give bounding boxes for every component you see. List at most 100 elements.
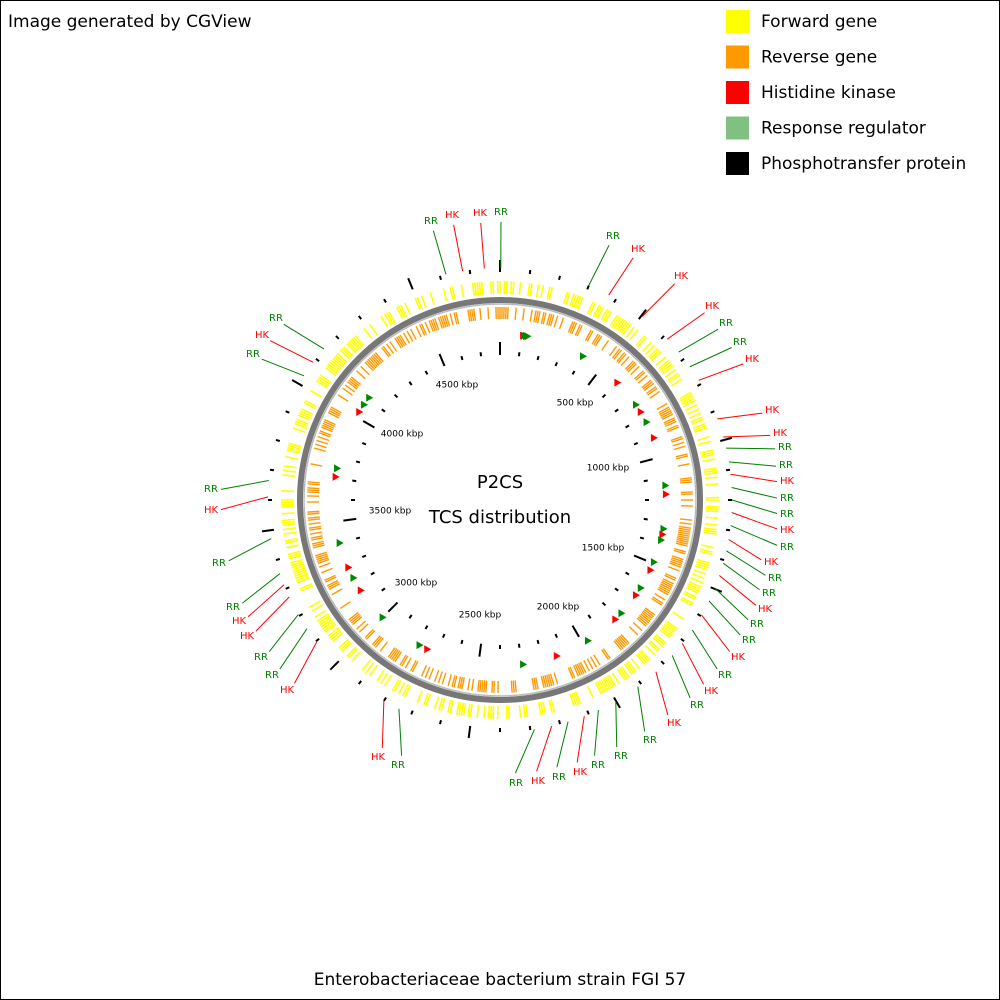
reverse-gene	[569, 321, 576, 334]
tcs-marker	[659, 530, 667, 539]
outer-tick	[613, 696, 621, 709]
forward-gene	[690, 416, 704, 423]
feature-label: RR	[254, 652, 268, 663]
forward-gene	[575, 691, 582, 704]
scale-tick	[460, 639, 464, 645]
reverse-gene	[574, 664, 581, 676]
scale-tick	[355, 460, 361, 464]
reverse-gene	[616, 637, 626, 648]
backbone-inner	[303, 303, 697, 697]
reverse-gene	[542, 675, 547, 688]
reverse-gene	[578, 662, 585, 675]
forward-gene	[548, 287, 554, 301]
scale-label: 500 kbp	[557, 399, 594, 409]
forward-gene	[686, 408, 700, 415]
reverse-gene	[327, 411, 340, 419]
feature-label: HK	[704, 686, 719, 697]
forward-gene	[299, 410, 313, 417]
reverse-gene	[680, 481, 693, 484]
forward-gene	[438, 697, 444, 711]
reverse-gene	[586, 330, 594, 342]
forward-gene	[680, 393, 693, 402]
tcs-marker	[658, 536, 666, 545]
forward-gene	[694, 427, 708, 434]
reverse-gene	[411, 660, 419, 673]
reverse-gene	[330, 406, 342, 414]
feature-label: RR	[779, 460, 793, 471]
reverse-gene	[529, 309, 533, 322]
forward-gene	[296, 577, 310, 584]
feature-label: RR	[719, 318, 733, 329]
reverse-gene	[420, 665, 428, 677]
legend-swatch	[726, 45, 749, 69]
forward-gene	[467, 703, 471, 717]
scale-label: 3000 kbp	[395, 579, 438, 589]
reverse-gene	[591, 333, 599, 345]
reverse-gene	[485, 680, 488, 693]
reverse-gene	[637, 616, 648, 626]
reverse-gene	[546, 313, 551, 326]
reverse-gene	[567, 667, 574, 679]
reverse-gene	[589, 656, 598, 668]
reverse-gene	[679, 521, 692, 525]
reverse-gene	[321, 567, 333, 574]
reverse-gene	[616, 352, 626, 363]
outer-tick	[357, 680, 362, 685]
forward-gene	[703, 467, 717, 471]
reverse-gene	[614, 639, 624, 650]
leader-line	[294, 641, 318, 684]
feature-label: HK	[232, 616, 247, 627]
scale-tick	[554, 633, 558, 639]
scale-tick	[643, 479, 648, 483]
leader-line	[731, 499, 778, 514]
reverse-gene	[664, 419, 676, 426]
forward-gene	[317, 378, 329, 387]
forward-gene	[368, 323, 378, 336]
reverse-gene	[469, 309, 473, 322]
reverse-gene	[365, 630, 376, 640]
forward-gene	[319, 374, 332, 384]
reverse-gene	[540, 676, 545, 689]
reverse-gene	[533, 310, 537, 323]
forward-gene	[326, 365, 338, 375]
forward-gene	[688, 581, 702, 588]
forward-gene	[299, 583, 313, 590]
feature-label: HK	[573, 767, 588, 778]
forward-gene	[571, 294, 578, 308]
forward-gene	[376, 669, 385, 682]
reverse-gene	[624, 360, 635, 370]
forward-gene	[422, 692, 429, 706]
forward-gene	[699, 550, 713, 556]
reverse-gene	[620, 356, 630, 366]
reverse-gene	[668, 565, 680, 572]
forward-gene	[577, 296, 584, 310]
forward-gene	[596, 306, 605, 319]
forward-gene	[283, 464, 297, 469]
forward-gene	[288, 442, 302, 448]
reverse-gene	[307, 510, 320, 513]
reverse-gene	[639, 614, 650, 624]
leader-line	[576, 716, 585, 763]
forward-gene	[668, 374, 681, 384]
forward-gene	[696, 435, 710, 442]
forward-gene	[363, 327, 373, 340]
reverse-gene	[663, 417, 675, 424]
reverse-gene	[339, 601, 351, 610]
forward-gene	[692, 422, 706, 429]
reverse-gene	[316, 439, 329, 445]
forward-gene	[335, 354, 347, 365]
outer-tick	[438, 275, 442, 281]
forward-gene	[487, 705, 491, 719]
reverse-gene	[360, 365, 370, 376]
forward-gene	[685, 403, 698, 412]
legend-swatch	[726, 116, 749, 140]
reverse-gene	[660, 583, 672, 591]
reverse-gene	[447, 674, 452, 687]
outer-tick	[586, 285, 590, 290]
reverse-gene	[548, 313, 553, 326]
forward-gene	[292, 427, 306, 434]
feature-label: RR	[733, 337, 747, 348]
reverse-gene	[349, 377, 360, 387]
reverse-gene	[307, 518, 321, 521]
leader-line	[678, 328, 719, 353]
